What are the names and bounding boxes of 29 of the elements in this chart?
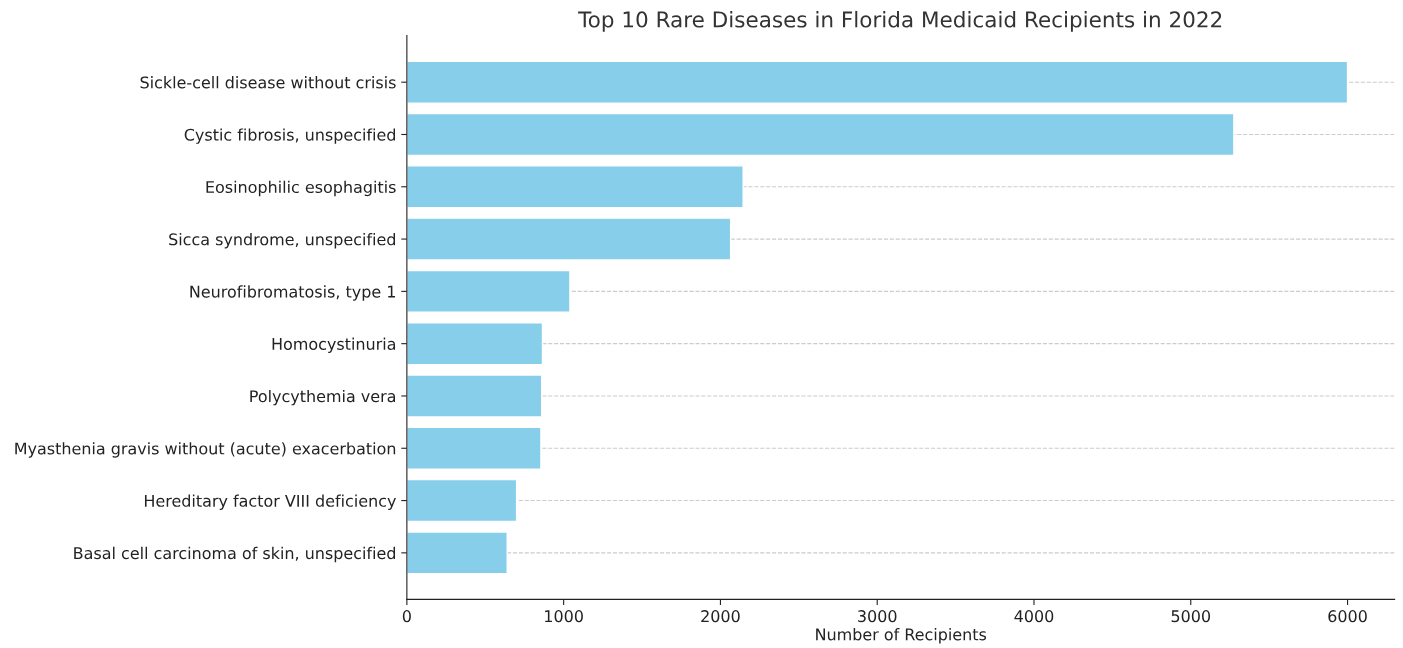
y-tick-label: Sicca syndrome, unspecified bbox=[169, 233, 395, 249]
bar bbox=[406, 165, 744, 209]
bar bbox=[406, 112, 1235, 157]
x-axis-title: Number of Recipients bbox=[816, 628, 987, 644]
y-tick-label: Polycythemia vera bbox=[250, 389, 395, 406]
bar bbox=[406, 322, 544, 366]
bar bbox=[406, 478, 518, 523]
x-tick-label: 3000 bbox=[858, 610, 897, 623]
bar bbox=[406, 60, 1349, 104]
x-tick-label: 0 bbox=[402, 610, 411, 623]
bar bbox=[406, 426, 542, 470]
x-tick-label: 6000 bbox=[1328, 610, 1367, 623]
x-tick-label: 4000 bbox=[1014, 610, 1054, 623]
chart-title: Top 10 Rare Diseases in Florida Medicaid Recipients in 2022 bbox=[578, 10, 1222, 32]
y-tick-label: Sickle-cell disease without crisis bbox=[140, 76, 396, 89]
y-tick-label: Basal cell carcinoma of skin, unspecified bbox=[74, 546, 396, 563]
y-tick-label: Hereditary factor VIII deficiency bbox=[144, 494, 396, 510]
x-tick-label: 5000 bbox=[1171, 610, 1211, 623]
bar bbox=[406, 374, 543, 418]
x-tick-label: 2000 bbox=[701, 610, 740, 623]
x-tick-label: 1000 bbox=[545, 610, 583, 623]
y-tick-label: Homocystinuria bbox=[272, 337, 395, 354]
y-tick-label: Eosinophilic esophagitis bbox=[206, 180, 396, 197]
y-tick-label: Cystic fibrosis, unspecified bbox=[184, 128, 395, 144]
bar bbox=[406, 531, 508, 575]
y-tick-label: Myasthenia gravis without (acute) exacerbation bbox=[15, 442, 396, 458]
bar bbox=[406, 269, 571, 313]
bar bbox=[406, 217, 732, 261]
y-tick-label: Neurofibromatosis, type 1 bbox=[190, 285, 395, 301]
